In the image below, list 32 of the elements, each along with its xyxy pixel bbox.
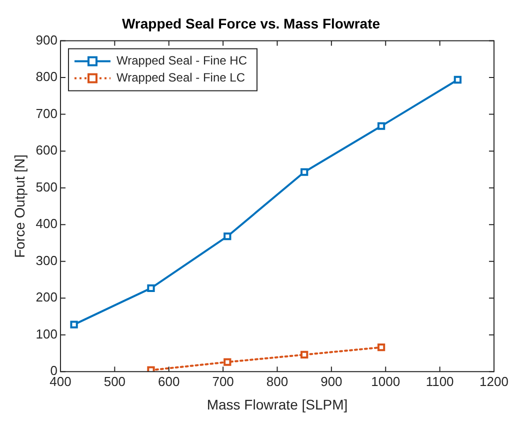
x-tick-label: 1100: [426, 374, 454, 389]
y-tick-label: 300: [36, 252, 58, 268]
x-tick-label: 1200: [480, 374, 508, 389]
point: [377, 344, 386, 352]
x-tick-label: 500: [104, 374, 126, 389]
point: [147, 284, 155, 292]
point: [224, 358, 232, 366]
x-tick-label: 1000: [371, 374, 400, 389]
x-tick-label: 800: [266, 374, 288, 389]
point: [300, 350, 308, 359]
x-tick-label: 900: [320, 374, 342, 389]
y-tick-label: 100: [36, 326, 58, 342]
point: [300, 168, 308, 176]
point: [70, 320, 78, 328]
y-tick-label: 600: [36, 142, 58, 158]
point: [147, 366, 155, 372]
legend-label: Wrapped Seal - Fine HC: [116, 54, 248, 68]
y-tick-label: 500: [36, 179, 58, 194]
y-tick-label: 200: [36, 290, 58, 305]
x-axis-title: Mass Flowrate [SLPM]: [206, 396, 348, 412]
y-tick-label: 900: [36, 32, 58, 48]
y-tick-label: 400: [36, 216, 58, 232]
point: [224, 232, 232, 240]
y-tick-label: 800: [36, 69, 58, 84]
x-tick-label: 600: [158, 374, 180, 389]
y-axis-title: Force Output [N]: [11, 154, 28, 258]
chart-title: Wrapped Seal Force vs. Mass Flowrate: [122, 15, 380, 32]
x-tick-label: 700: [212, 374, 234, 389]
point: [377, 122, 386, 130]
y-tick-label: 700: [36, 106, 58, 121]
legend-label: Wrapped Seal - Fine LC: [116, 70, 246, 85]
point: [454, 76, 462, 84]
